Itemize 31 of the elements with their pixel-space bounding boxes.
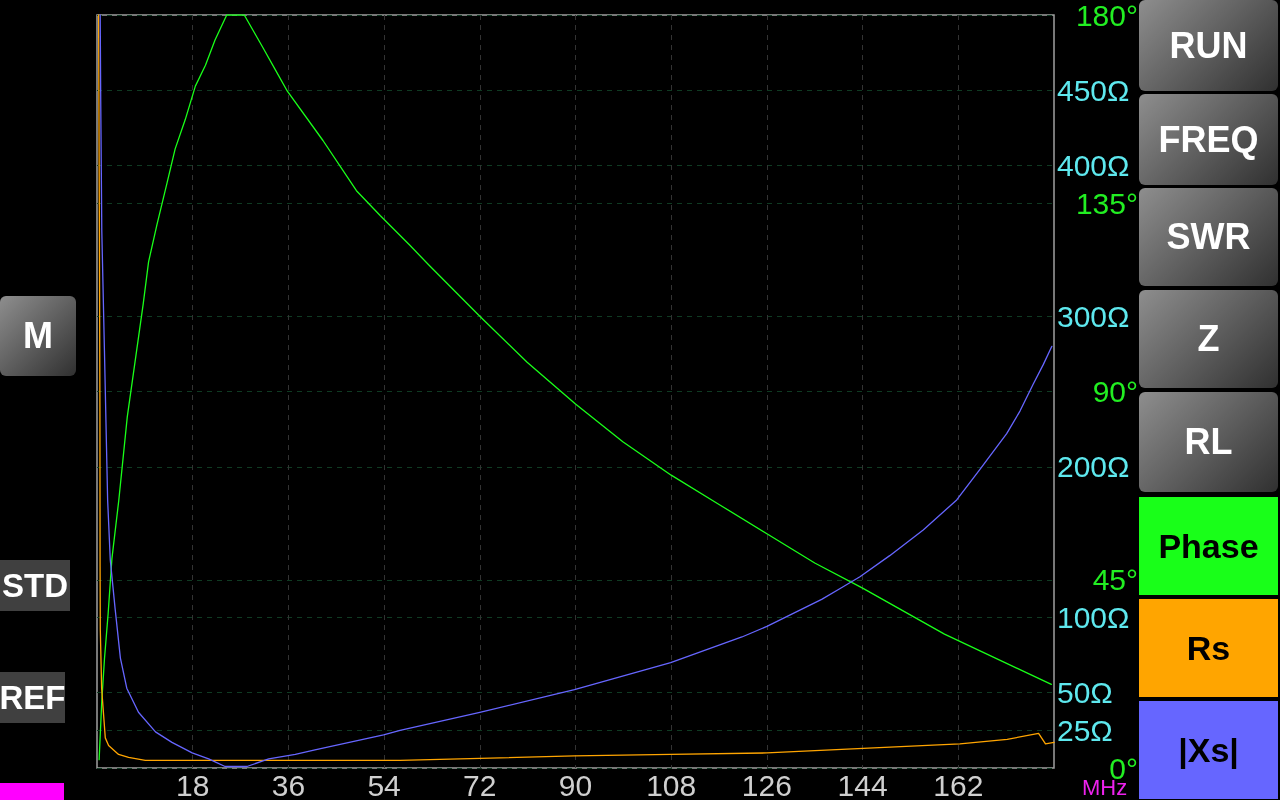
- y2-tick-label: 25Ω: [1057, 713, 1113, 747]
- button: FREQ: [1139, 94, 1278, 185]
- button: M: [0, 296, 76, 376]
- button: Z: [1139, 290, 1278, 388]
- button: REF: [0, 672, 65, 723]
- text: Phase: [1158, 527, 1259, 565]
- y2-tick-label: 400Ω: [1057, 149, 1130, 183]
- y-tick-label: 135°: [1075, 186, 1138, 220]
- x-tick-label: 108: [646, 768, 697, 800]
- y2-tick-label: 100Ω: [1057, 600, 1130, 634]
- y-tick-label: 45°: [1092, 563, 1138, 597]
- button: STD: [0, 560, 70, 611]
- y-tick-label: 180°: [1075, 0, 1138, 32]
- y-tick-label: 90°: [1092, 375, 1138, 408]
- x-tick-label: 18: [176, 768, 210, 800]
- y2-tick-label: 450Ω: [1057, 73, 1130, 107]
- x-tick-label: 126: [741, 768, 792, 800]
- x-tick-label: 90: [558, 768, 593, 800]
- x-tick-label: 144: [837, 768, 888, 800]
- x-tick-label: 72: [463, 768, 497, 800]
- button: RUN: [1139, 0, 1278, 91]
- button: RL: [1139, 392, 1278, 492]
- text: |Xs|: [1178, 731, 1239, 769]
- y2-tick-label: 200Ω: [1057, 450, 1130, 484]
- x-tick-label: 162: [933, 768, 984, 800]
- y2-tick-label: 50Ω: [1057, 676, 1113, 710]
- x-tick-label: 54: [367, 768, 401, 800]
- button: SWR: [1139, 188, 1278, 286]
- text: Rs: [1186, 629, 1231, 667]
- x-tick-label: 36: [271, 768, 306, 800]
- y2-tick-label: 300Ω: [1057, 299, 1130, 333]
